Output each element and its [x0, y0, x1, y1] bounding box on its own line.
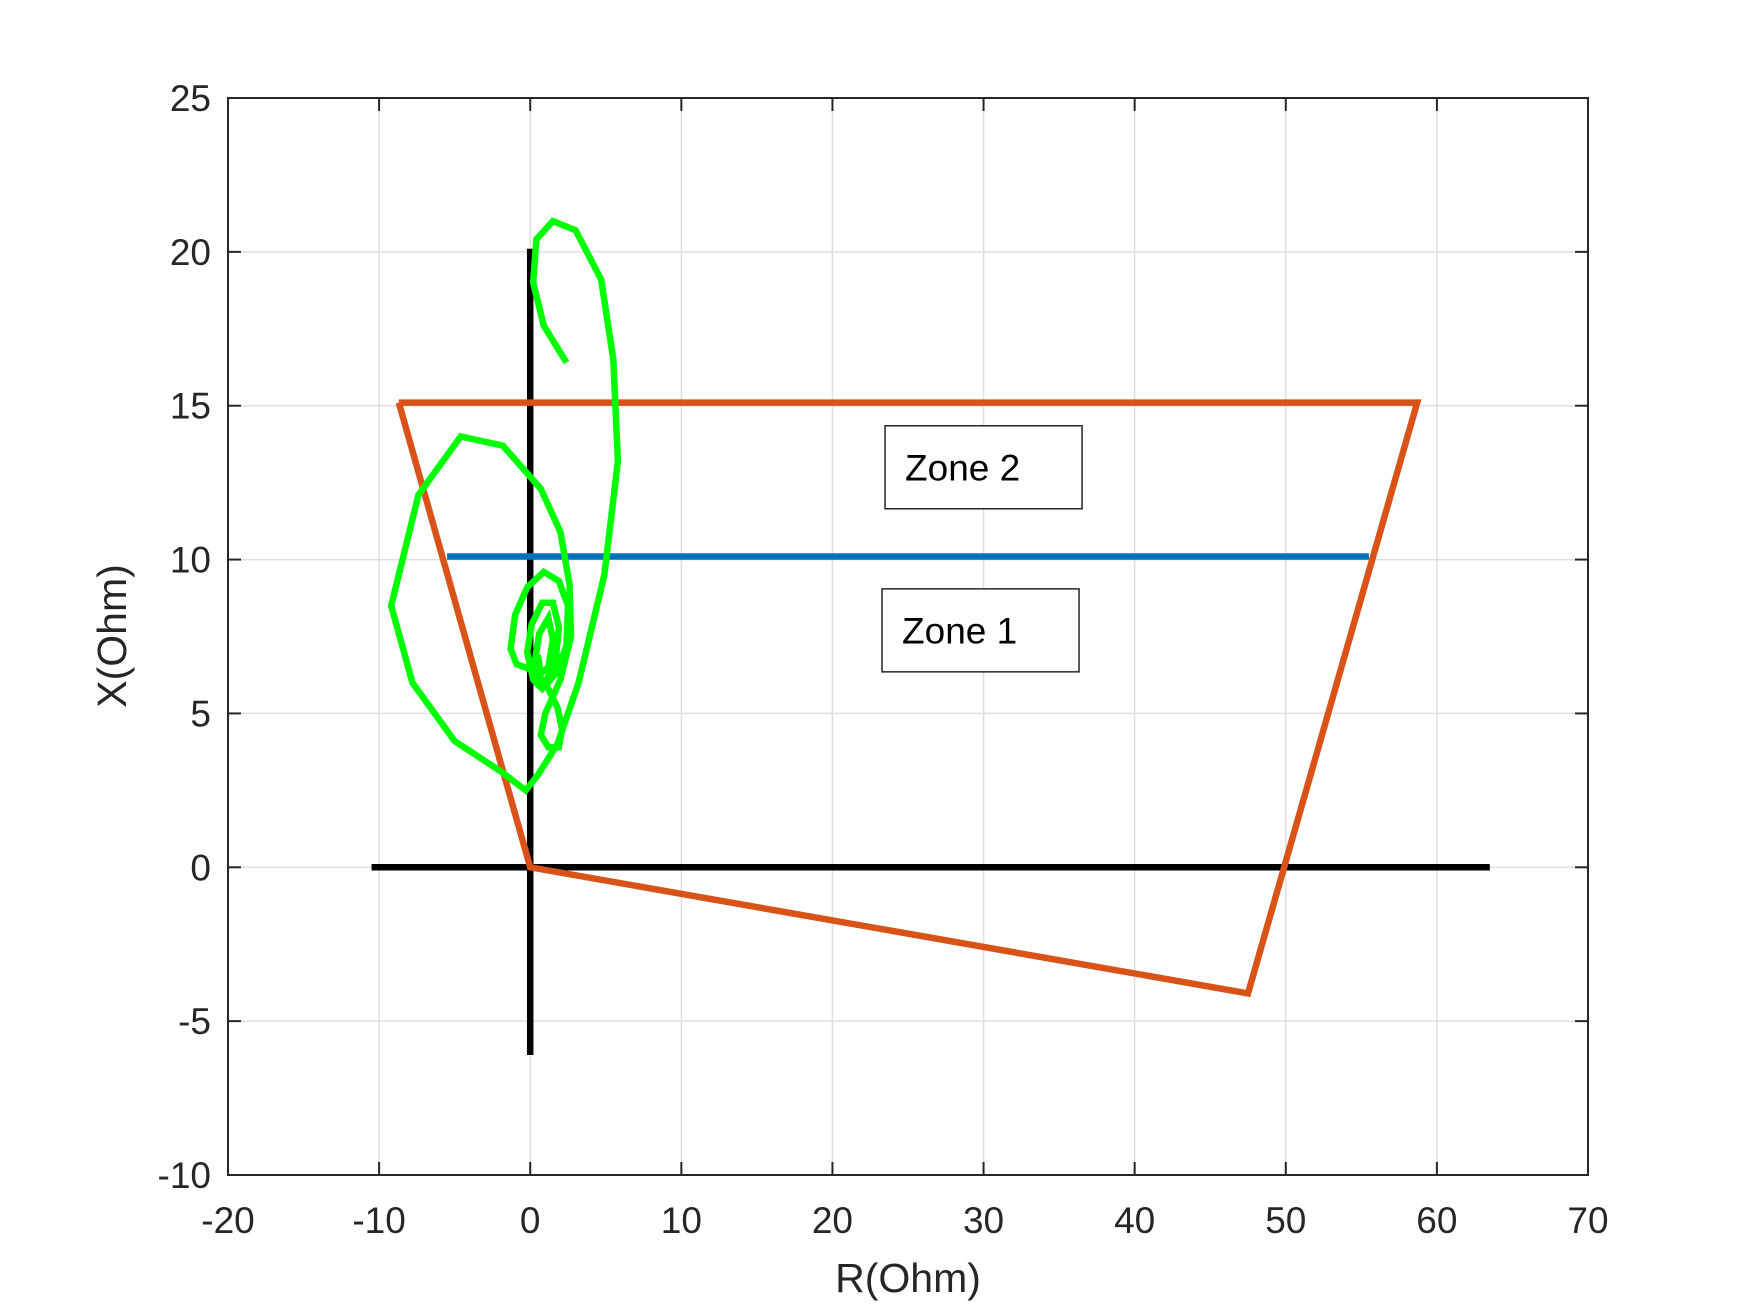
zone-label-text: Zone 2: [905, 447, 1020, 488]
x-tick-label: 10: [661, 1200, 702, 1241]
x-axis-label: R(Ohm): [835, 1255, 981, 1301]
y-tick-label: 15: [170, 386, 211, 427]
zone-label-text: Zone 1: [902, 610, 1017, 651]
zone-label-box: [884, 425, 1083, 510]
y-tick-label: 0: [190, 847, 211, 888]
x-tick-label: 70: [1567, 1200, 1608, 1241]
y-tick-label: 10: [170, 540, 211, 581]
y-tick-label: 5: [190, 693, 211, 734]
x-tick-label: 50: [1265, 1200, 1306, 1241]
plot-frame: [227, 97, 1589, 1176]
y-tick-label: 20: [170, 232, 211, 273]
x-tick-label: 0: [520, 1200, 541, 1241]
x-tick-label: -20: [201, 1200, 254, 1241]
y-tick-label: -10: [158, 1155, 211, 1196]
zone-label-box: [881, 588, 1080, 673]
annotations: Zone 2 Zone 1: [881, 425, 1083, 673]
y-axis-label: X(Ohm): [89, 564, 135, 708]
x-tick-label: 60: [1416, 1200, 1457, 1241]
x-tick-label: -10: [352, 1200, 405, 1241]
y-tick-label: -5: [178, 1001, 211, 1042]
x-tick-label: 20: [812, 1200, 853, 1241]
impedance-trajectory-line: [387, 217, 622, 795]
x-tick-label: 30: [963, 1200, 1004, 1241]
series-group: [371, 217, 1490, 1055]
zone-2-boundary-line: [395, 399, 1422, 998]
y-tick-label: 25: [170, 78, 211, 119]
x-tick-label: 40: [1114, 1200, 1155, 1241]
